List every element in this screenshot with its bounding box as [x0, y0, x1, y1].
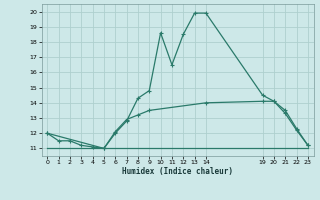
X-axis label: Humidex (Indice chaleur): Humidex (Indice chaleur)	[122, 167, 233, 176]
